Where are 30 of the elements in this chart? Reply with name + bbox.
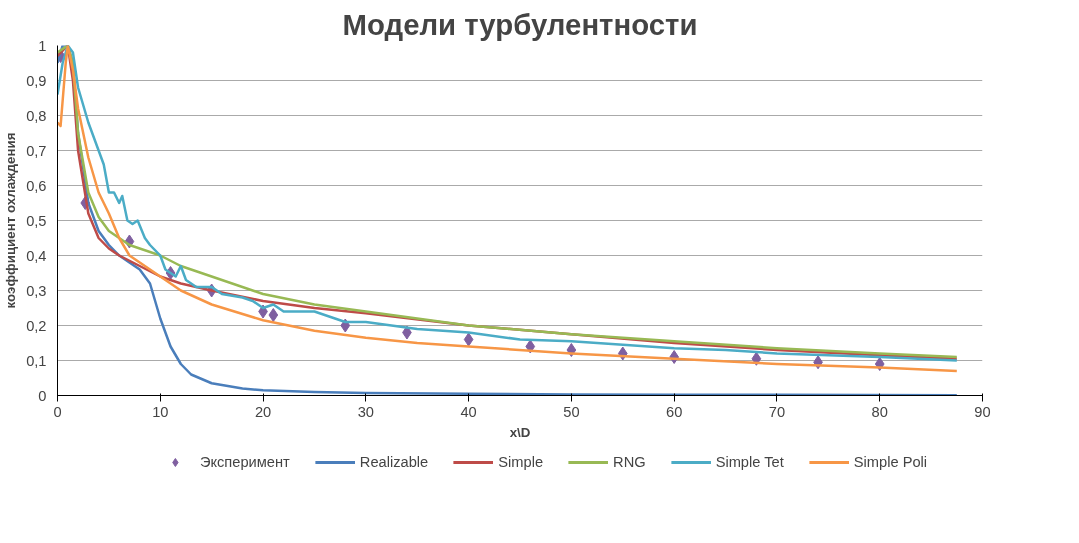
x-tick-label: 30 — [357, 403, 374, 420]
y-tick-label: 1 — [38, 37, 47, 54]
y-tick-label: 0,9 — [26, 72, 47, 89]
legend-label: Realizable — [359, 454, 429, 470]
chart-title: Модели турбулентности — [342, 7, 698, 41]
x-tick-label: 50 — [563, 403, 580, 420]
y-tick-label: 0 — [38, 387, 47, 404]
x-tick-label: 20 — [254, 403, 272, 420]
legend-label: Simple Poli — [853, 454, 928, 470]
x-tick-label: 0 — [53, 403, 62, 420]
y-tick-label: 0,6 — [26, 177, 47, 194]
y-tick-label: 0,3 — [26, 282, 47, 299]
legend-label: Simple — [498, 454, 544, 470]
x-tick-label: 10 — [152, 403, 169, 420]
x-tick-label: 90 — [974, 403, 991, 420]
y-tick-label: 0,7 — [26, 142, 47, 159]
y-tick-label: 0,5 — [26, 212, 47, 229]
y-tick-label: 0,8 — [26, 107, 47, 124]
x-tick-label: 40 — [460, 403, 477, 420]
y-tick-label: 0,2 — [26, 317, 47, 334]
legend-label: Simple Tet — [715, 454, 784, 470]
y-tick-label: 0,1 — [26, 352, 47, 369]
x-tick-label: 70 — [768, 403, 786, 420]
legend-label: RNG — [613, 454, 646, 470]
x-tick-label: 80 — [871, 403, 888, 420]
x-axis-title: x\D — [509, 424, 531, 440]
x-tick-label: 60 — [666, 403, 683, 420]
legend-label: Эксперимент — [199, 454, 290, 470]
y-axis-title: коэффициент охлаждения — [3, 132, 19, 309]
y-tick-label: 0,4 — [26, 247, 47, 264]
